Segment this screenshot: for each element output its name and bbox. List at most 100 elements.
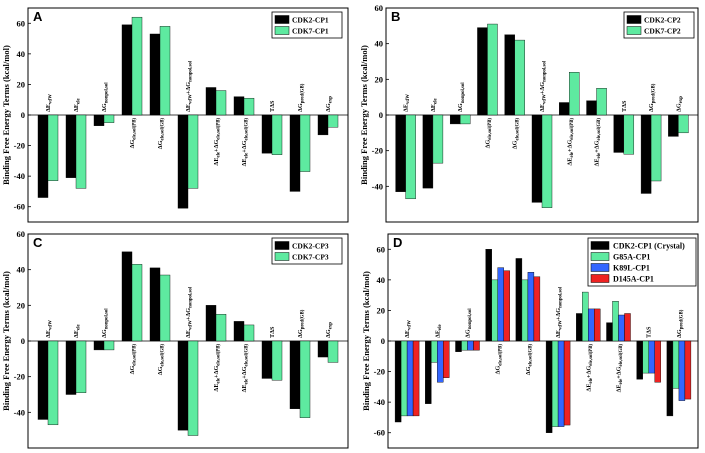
bar: [406, 340, 414, 417]
y-tick-label: 0: [21, 336, 25, 346]
y-tick-label: -40: [374, 397, 385, 407]
bar: [618, 314, 625, 342]
term-label: ΔGele,sol(GB)​: [525, 344, 534, 376]
term-label: ΔGexp​: [325, 96, 334, 112]
term-label: ΔEele​+ΔGele,sol(PB)​: [566, 118, 575, 166]
legend-swatch: [274, 26, 290, 35]
bar: [533, 276, 541, 342]
bar: [412, 340, 420, 417]
bar: [650, 114, 662, 182]
y-tick-label: 40: [375, 39, 384, 49]
bar: [394, 340, 402, 423]
bar: [678, 340, 686, 401]
legend-swatch: [590, 263, 610, 272]
legend-swatch: [274, 252, 290, 261]
bar: [425, 340, 432, 404]
term-label: ΔEvdW​+ΔGnonpol,sol​: [185, 60, 194, 112]
bar: [121, 251, 133, 342]
bar: [317, 114, 329, 136]
legend-swatch: [590, 252, 610, 261]
bar: [47, 340, 59, 426]
y-tick-label: -20: [374, 367, 385, 377]
legend-entry: CDK7-CP1: [292, 27, 329, 36]
y-tick-label: 0: [381, 336, 385, 346]
bar: [684, 340, 692, 400]
y-tick-label: 20: [17, 300, 26, 310]
panel-b: B Binding Free Energy Terms (kcal/mol)-40…: [359, 3, 699, 223]
panel-letter: B: [391, 9, 400, 24]
bar: [149, 33, 161, 116]
bar: [485, 249, 492, 342]
term-label: ΔGele,sol(PB)​: [129, 344, 138, 375]
bar: [131, 264, 143, 342]
term-label: TΔS: [621, 100, 628, 112]
term-label: ΔEele​+ΔGele,sol(PB)​: [213, 344, 222, 392]
bar: [395, 114, 406, 192]
bar: [569, 71, 580, 116]
legend-swatch: [274, 15, 290, 24]
bar: [233, 96, 245, 116]
y-tick-label: 60: [17, 18, 26, 28]
bar: [545, 340, 553, 433]
y-axis-label: Binding Free Energy Terms (kcal/mol): [361, 271, 371, 411]
bar: [93, 114, 105, 126]
panel-letter: D: [393, 235, 402, 250]
bar: [261, 340, 273, 379]
bar: [648, 340, 655, 374]
bar: [606, 322, 613, 342]
bar: [37, 114, 49, 198]
y-tick-label: 20: [377, 305, 386, 315]
term-label: ΔGpred(GB)​: [676, 309, 685, 338]
bar: [487, 23, 498, 116]
legend-swatch: [274, 241, 290, 250]
bar: [159, 274, 171, 342]
panel-letter: A: [33, 9, 43, 24]
bar: [205, 305, 217, 342]
term-label: ΔEvdW​: [45, 94, 54, 112]
bar: [666, 340, 674, 417]
y-tick-label: 40: [377, 275, 386, 285]
bar: [515, 258, 523, 342]
legend-swatch: [626, 26, 642, 35]
legend-swatch: [626, 15, 642, 24]
bar: [400, 340, 408, 417]
legend-entry: CDK2-CP1: [292, 16, 329, 25]
y-tick-label: 20: [375, 74, 384, 84]
bar: [443, 340, 450, 378]
bar: [405, 114, 416, 200]
bar: [473, 340, 480, 351]
bar: [103, 340, 115, 351]
bar: [75, 114, 87, 189]
bar: [582, 291, 589, 342]
term-label: ΔGele,sol(PB)​: [129, 118, 138, 149]
legend-entry: CDK7-CP2: [644, 27, 681, 36]
y-tick-label: -40: [14, 171, 25, 181]
term-label: ΔEvdW​+ΔGnonpol,sol​: [539, 60, 548, 112]
term-label: ΔGnonpol,sol​: [101, 308, 110, 338]
bar: [527, 272, 535, 342]
bar: [640, 114, 652, 194]
y-tick-label: 60: [375, 3, 384, 13]
bar: [75, 340, 87, 393]
bar: [455, 340, 462, 352]
bar: [612, 301, 619, 342]
bar: [121, 24, 133, 116]
bar: [159, 26, 171, 116]
term-label: ΔEvdW​: [45, 320, 54, 338]
legend-swatch: [590, 274, 610, 283]
bar: [205, 87, 217, 116]
term-label: ΔEele​+ΔGele,sol(GB)​: [241, 118, 250, 167]
term-label: ΔEele​+ΔGele,sol(PB)​: [213, 118, 222, 166]
bar: [422, 114, 434, 189]
term-label: ΔGexp​: [325, 322, 334, 338]
bar: [461, 340, 468, 351]
term-label: ΔEele​+ΔGele,sol(GB)​: [241, 344, 250, 393]
bar: [576, 313, 583, 342]
bar: [327, 114, 339, 128]
y-tick-label: 60: [377, 244, 386, 254]
bar: [521, 279, 529, 342]
term-label: ΔEele​+ΔGele,sol(GB)​: [616, 344, 625, 393]
term-label: TΔS: [269, 100, 276, 112]
bar: [563, 340, 571, 426]
panel-c: C Binding Free Energy Terms (kcal/mol)-40…: [1, 229, 349, 449]
